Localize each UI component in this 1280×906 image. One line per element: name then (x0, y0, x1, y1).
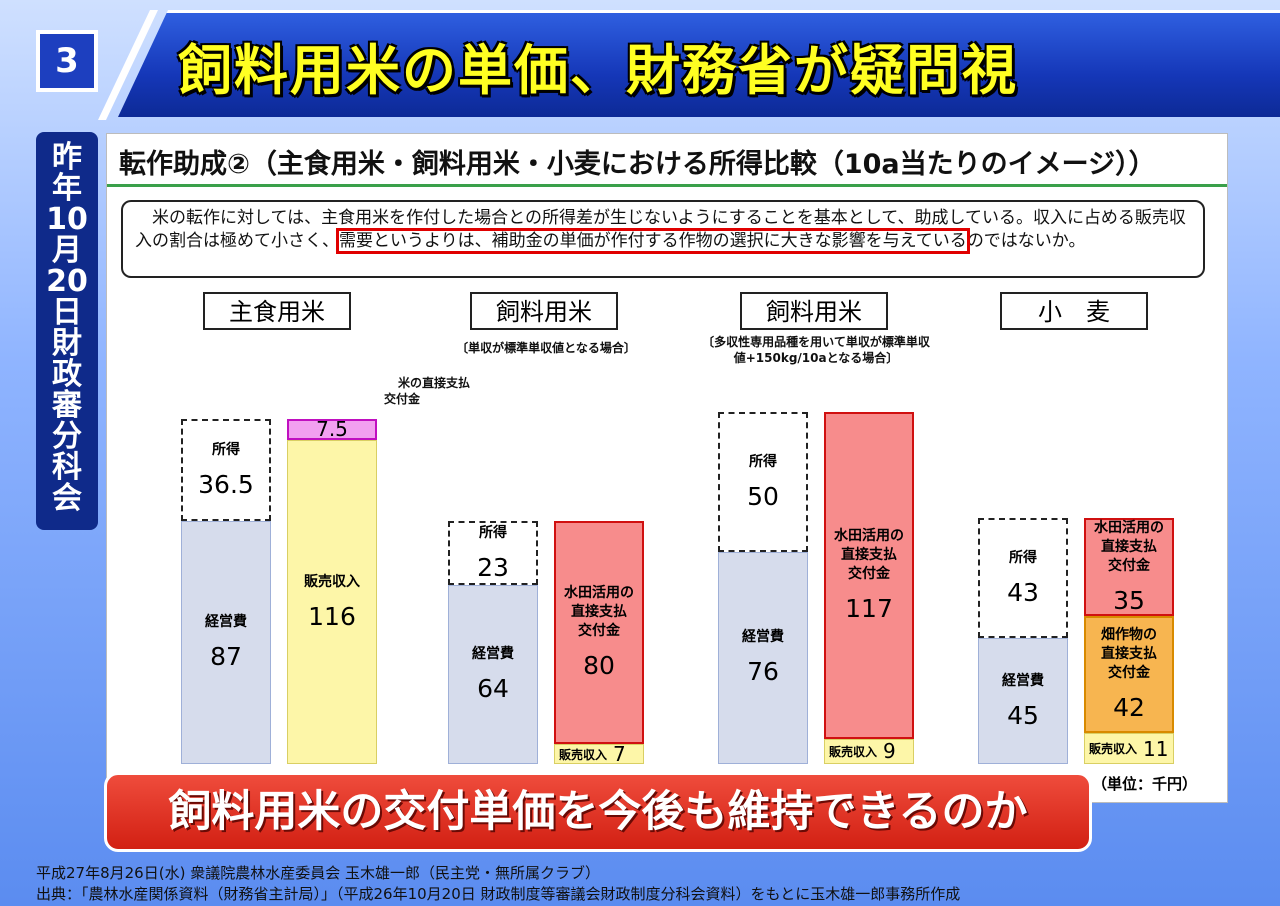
segment-label: 直接支払 (841, 547, 897, 564)
data-label: 45 (1007, 700, 1039, 730)
description-tail: のではないか。 (966, 231, 1086, 251)
description-box: 米の転作に対しては、主食用米を作付した場合との所得差が生じないようにすることを基… (121, 200, 1205, 278)
segment-label: 経営費 (472, 646, 514, 663)
bar-segment: 経営費 64 (448, 585, 538, 764)
segment-label: 直接支払 (1101, 538, 1157, 555)
category-label: 主食用米 (203, 292, 351, 330)
data-label: 7 (613, 742, 626, 767)
description-highlight: 需要というよりは、補助金の単価が作付する作物の選択に大きな影響を与えている (336, 228, 970, 254)
bar-segment: 水田活用の直接支払交付金 80 (554, 521, 644, 745)
bar-segment: 販売収入 9 (824, 738, 914, 764)
segment-label: 販売収入 (559, 747, 608, 762)
side-label-char: 科 (52, 450, 82, 485)
bar-segment: 所得 36.5 (181, 419, 271, 522)
data-label: 80 (583, 651, 615, 681)
panel-divider (107, 184, 1227, 187)
segment-label: 経営費 (742, 629, 784, 646)
segment-label: 交付金 (383, 392, 420, 407)
footer-line-1: 平成27年8月26日(水) 衆議院農林水産委員会 玉木雄一郎（民主党・無所属クラ… (36, 864, 600, 882)
segment-label: 交付金 (1108, 557, 1150, 574)
bar-segment: 販売収入 116 (287, 440, 377, 764)
category-label: 小 麦 (1000, 292, 1148, 330)
data-label: 43 (1007, 577, 1039, 607)
segment-label: 所得 (749, 453, 777, 470)
data-label: 9 (883, 739, 896, 764)
side-label-char: 財 (52, 326, 82, 361)
bar-segment: 所得 23 (448, 521, 538, 586)
segment-label: 畑作物の (1101, 627, 1157, 644)
data-label: 117 (845, 594, 893, 624)
side-label-char: 10 (46, 202, 88, 237)
segment-label: 直接支払 (571, 604, 627, 621)
scenario-note: 〔単収が標準単収値となる場合〕 (456, 341, 636, 355)
side-label-char: 政 (52, 357, 82, 392)
bar-segment: 畑作物の直接支払交付金 42 (1084, 616, 1174, 734)
data-label: 50 (747, 481, 779, 511)
panel-title: 転作助成②（主食用米・飼料用米・小麦における所得比較（10a当たりのイメージ）） (119, 149, 1156, 180)
data-label: 116 (308, 601, 356, 631)
slide-number: 3 (36, 30, 98, 92)
segment-label: 経営費 (205, 614, 247, 631)
data-label: 35 (1113, 585, 1145, 615)
segment-label: 販売収入 (1089, 742, 1138, 757)
category-label: 飼料用米 (470, 292, 618, 330)
data-label: 7.5 (316, 417, 348, 442)
side-label-char: 年 (52, 171, 82, 206)
segment-label: 米の直接支払 (397, 376, 470, 391)
unit-label: （単位：千円） (1091, 775, 1197, 793)
data-label: 11 (1143, 736, 1169, 761)
side-label-char: 分 (52, 419, 82, 454)
conclusion-banner: 飼料用米の交付単価を今後も維持できるのか (104, 772, 1092, 852)
segment-label: 所得 (212, 441, 240, 458)
slide-title: 飼料用米の単価、財務省が疑問視 (178, 39, 1018, 102)
segment-label: 水田活用の (1094, 519, 1164, 536)
data-label: 87 (210, 642, 242, 672)
segment-label: 販売収入 (829, 744, 878, 759)
bar-segment: 経営費 87 (181, 521, 271, 764)
segment-label: 交付金 (848, 566, 890, 583)
segment-label: 交付金 (1108, 665, 1150, 682)
segment-label: 所得 (479, 524, 507, 541)
bar-segment: 経営費 76 (718, 551, 808, 764)
segment-label: 水田活用の (834, 528, 904, 545)
side-label-char: 日 (52, 295, 82, 330)
data-label: 64 (477, 674, 509, 704)
side-label-char: 昨 (52, 140, 82, 175)
side-label-char: 月 (52, 233, 82, 268)
bar-segment: 水田活用の直接支払交付金 35 (1084, 518, 1174, 617)
segment-label: 経営費 (1002, 672, 1044, 689)
side-label: 昨年 10 月 20 日財政審分科会 (36, 132, 98, 530)
data-label: 42 (1113, 693, 1145, 723)
bar-segment: 経営費 45 (978, 638, 1068, 764)
side-label-char: 審 (52, 388, 82, 423)
segment-label: 直接支払 (1101, 646, 1157, 663)
segment-label: 販売収入 (304, 573, 360, 590)
bar-segment: 販売収入 7 (554, 742, 644, 767)
bar-segment: 所得 43 (978, 518, 1068, 639)
bar-segment: 7.5 (287, 417, 377, 442)
title-banner (118, 10, 1280, 117)
bar-segment: 所得 50 (718, 412, 808, 552)
bar-segment: 水田活用の直接支払交付金 117 (824, 412, 914, 739)
segment-label: 所得 (1009, 549, 1037, 566)
chart-panel: 転作助成②（主食用米・飼料用米・小麦における所得比較（10a当たりのイメージ））… (106, 133, 1228, 803)
description-text: 米の転作に対しては、主食用米を作付した場合との所得差が生じないようにすることを基… (135, 208, 1186, 251)
data-label: 23 (477, 552, 509, 582)
side-label-char: 20 (46, 264, 88, 299)
side-label-char: 会 (52, 481, 82, 516)
footer-line-2: 出典：「農林水産関係資料（財務省主計局）」（平成26年10月20日 財政制度等審… (36, 885, 961, 903)
data-label: 76 (747, 657, 779, 687)
category-label: 飼料用米 (740, 292, 888, 330)
segment-label: 交付金 (578, 623, 620, 640)
income-comparison-chart: 主食用米 経営費 87 所得 36.5 販売収入 116 7.5 米の直接支払 交付金 飼料用米 〔単… (107, 134, 1227, 802)
segment-label: 水田活用の (564, 585, 634, 602)
data-label: 36.5 (198, 469, 254, 499)
scenario-note: 〔多収性専用品種を用いて単収が標準単収値+150kg/10aとなる場合〕 (702, 335, 930, 365)
bar-segment: 販売収入 11 (1084, 733, 1174, 764)
